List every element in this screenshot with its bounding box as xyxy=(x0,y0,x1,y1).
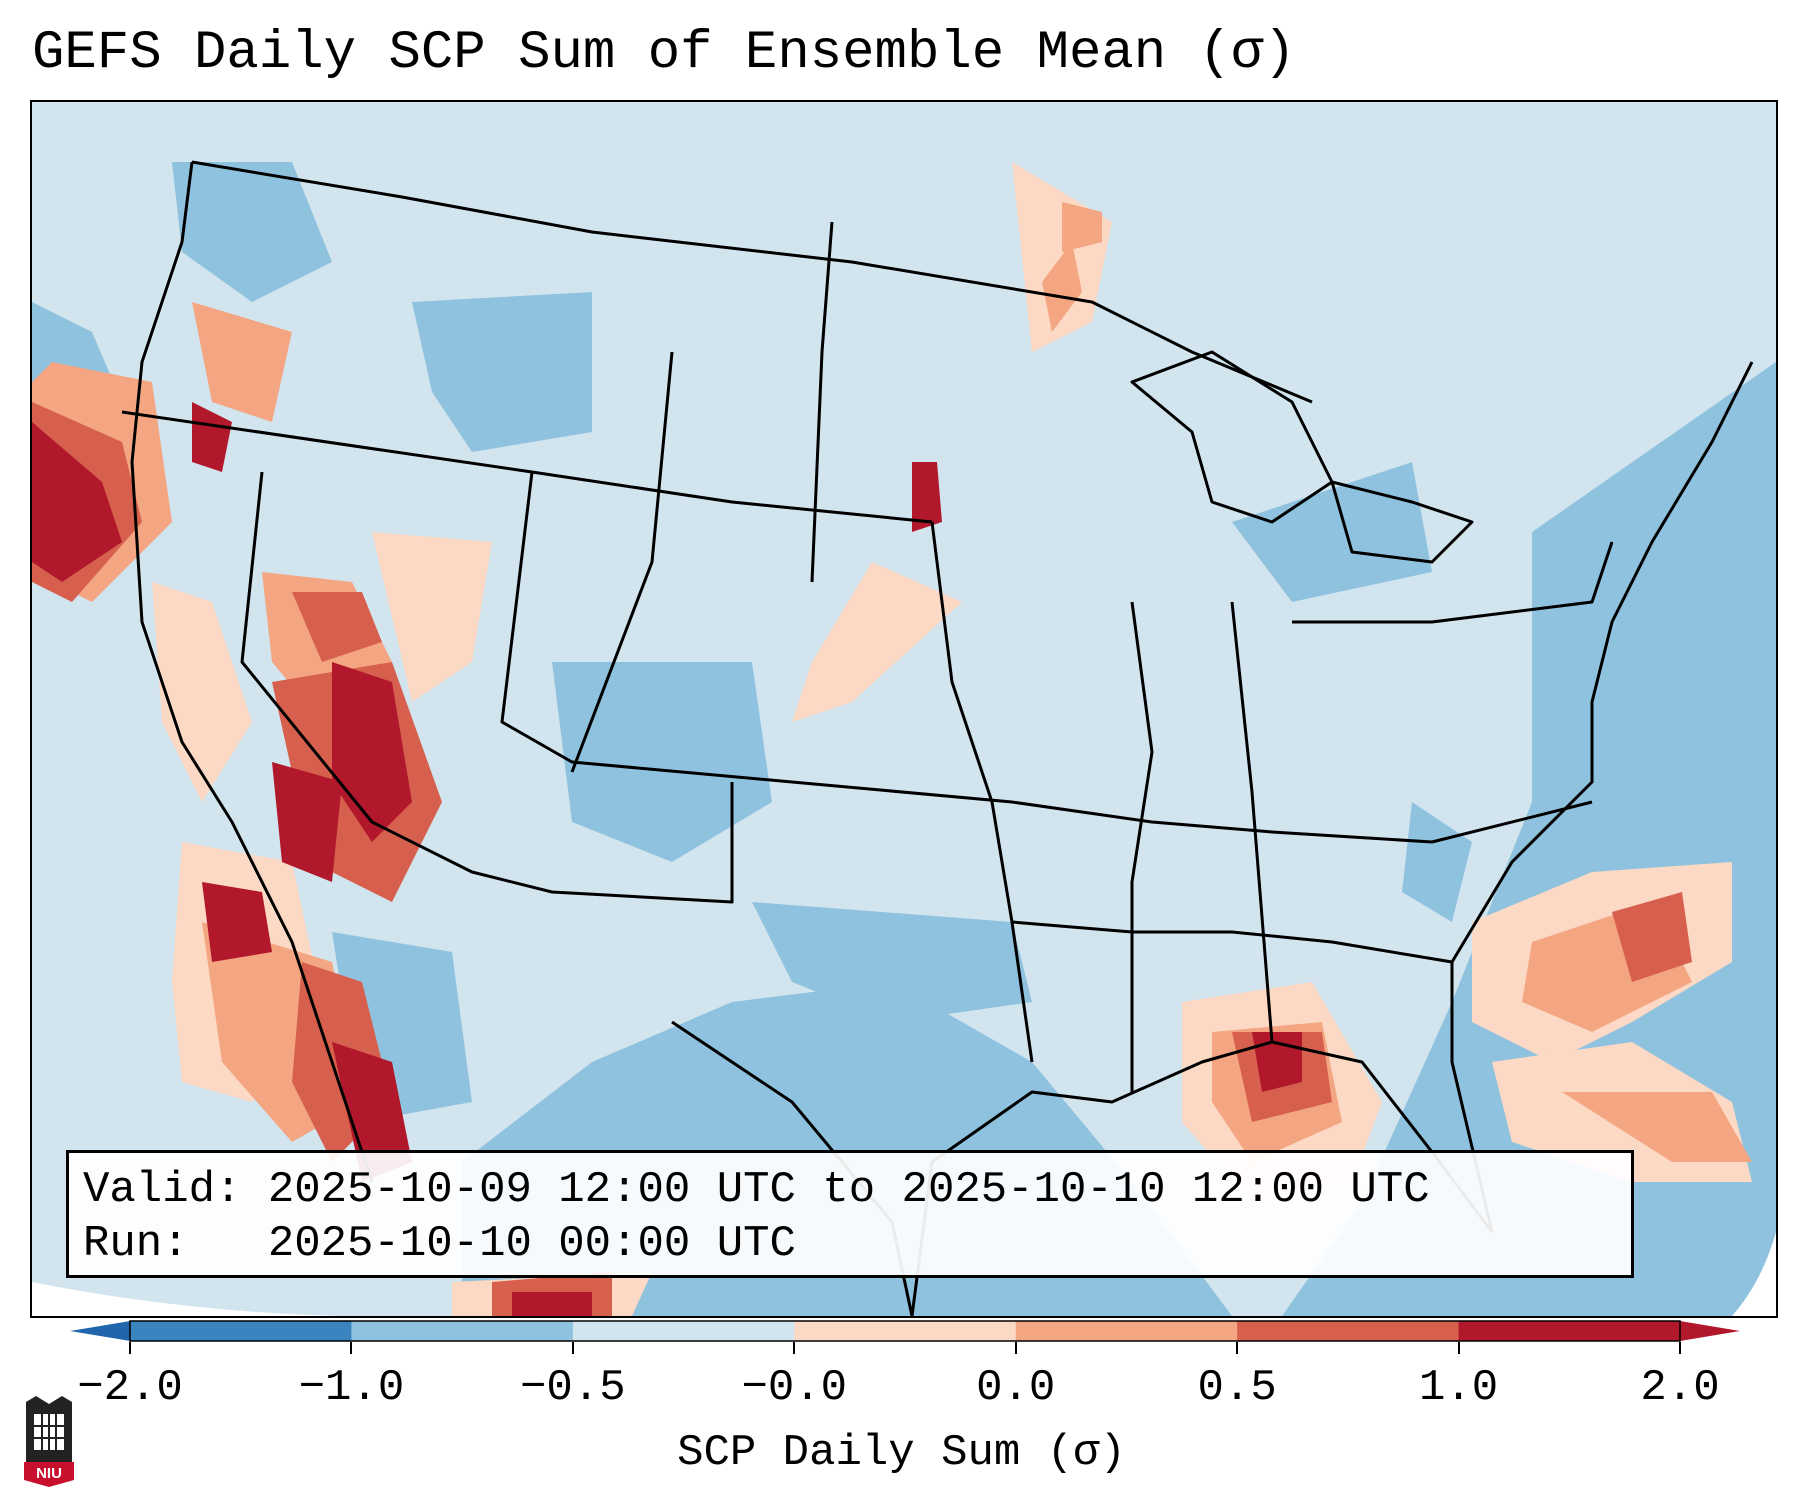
colorbar-tick xyxy=(793,1342,796,1354)
extreme-positive-scp-field xyxy=(32,402,1302,1316)
colorbar-tick xyxy=(1679,1342,1681,1354)
colorbar-tick-label: −0.0 xyxy=(741,1363,848,1413)
colorbar-tick xyxy=(571,1342,574,1354)
colorbar-tick xyxy=(129,1342,131,1354)
map-edge xyxy=(1732,1232,1776,1316)
run-time-line: Run: 2025-10-10 00:00 UTC xyxy=(83,1219,796,1269)
niu-logo-icon: NIU xyxy=(24,1396,74,1487)
svg-text:NIU: NIU xyxy=(36,1465,62,1482)
colorbar-tick xyxy=(1236,1342,1239,1354)
colorbar-segment xyxy=(1458,1321,1681,1341)
valid-run-info-box: Valid: 2025-10-09 12:00 UTC to 2025-10-1… xyxy=(66,1150,1634,1278)
colorbar-segment xyxy=(794,1321,1017,1341)
scp-map xyxy=(32,102,1776,1316)
colorbar-tick-label: 1.0 xyxy=(1418,1363,1499,1413)
colorbar-segment xyxy=(572,1321,795,1341)
colorbar-extend-low xyxy=(70,1321,130,1341)
map-title: GEFS Daily SCP Sum of Ensemble Mean (σ) xyxy=(32,23,1296,84)
colorbar-segment xyxy=(1237,1321,1460,1341)
colorbar-tick xyxy=(350,1342,353,1354)
colorbar-tick-label: 0.0 xyxy=(976,1363,1056,1413)
colorbar-tick-label: −1.0 xyxy=(298,1363,405,1413)
map-panel xyxy=(30,100,1778,1318)
colorbar-tick-label: −0.5 xyxy=(520,1363,626,1413)
colorbar-segment xyxy=(1015,1321,1238,1341)
colorbar-tick xyxy=(1014,1342,1017,1354)
colorbar-tick-label: 2.0 xyxy=(1640,1363,1720,1413)
valid-time-line: Valid: 2025-10-09 12:00 UTC to 2025-10-1… xyxy=(83,1165,1430,1215)
colorbar-tick-label: 0.5 xyxy=(1197,1363,1277,1413)
colorbar-tick xyxy=(1457,1342,1460,1354)
colorbar-extend-high xyxy=(1680,1321,1740,1341)
colorbar-segment xyxy=(130,1321,352,1341)
colorbar xyxy=(70,1320,1740,1342)
colorbar-outline xyxy=(129,1320,1681,1342)
colorbar-label: SCP Daily Sum (σ) xyxy=(677,1428,1126,1478)
colorbar-tick-label: −2.0 xyxy=(77,1363,183,1413)
map-edge xyxy=(32,1282,452,1316)
colorbar-segment xyxy=(351,1321,574,1341)
